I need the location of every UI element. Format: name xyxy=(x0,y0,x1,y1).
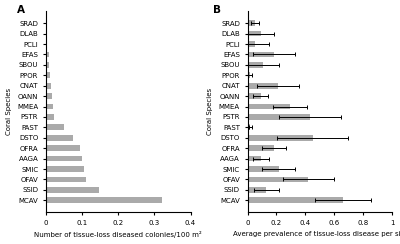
Bar xyxy=(46,93,52,99)
Bar xyxy=(46,51,49,57)
Bar xyxy=(248,187,266,193)
Bar xyxy=(46,197,162,203)
Bar xyxy=(46,20,47,26)
Bar xyxy=(248,20,255,26)
Bar xyxy=(46,135,73,141)
Bar xyxy=(46,145,80,151)
Bar xyxy=(46,114,54,120)
Bar xyxy=(248,124,250,130)
Bar xyxy=(46,31,47,36)
Bar xyxy=(248,104,290,109)
Bar xyxy=(248,31,260,36)
Bar xyxy=(248,166,279,172)
Bar xyxy=(248,93,261,99)
Bar xyxy=(248,41,256,47)
Bar xyxy=(46,41,47,47)
Bar xyxy=(248,51,274,57)
Y-axis label: Coral Species: Coral Species xyxy=(207,88,213,135)
Bar xyxy=(46,72,50,78)
Bar xyxy=(46,166,84,172)
X-axis label: Number of tissue-loss diseased colonies/100 m²: Number of tissue-loss diseased colonies/… xyxy=(34,232,202,238)
Bar xyxy=(46,104,53,109)
X-axis label: Average prevalence of tissue-loss disease per site: Average prevalence of tissue-loss diseas… xyxy=(232,232,400,237)
Y-axis label: Coral Species: Coral Species xyxy=(6,88,12,135)
Bar xyxy=(248,177,308,182)
Bar xyxy=(46,62,50,68)
Bar xyxy=(248,72,250,78)
Bar xyxy=(46,177,86,182)
Bar xyxy=(248,145,274,151)
Bar xyxy=(46,83,50,89)
Bar xyxy=(248,83,278,89)
Bar xyxy=(248,62,264,68)
Bar xyxy=(46,124,64,130)
Bar xyxy=(46,156,82,162)
Bar xyxy=(248,135,313,141)
Bar xyxy=(248,197,343,203)
Bar xyxy=(248,114,310,120)
Bar xyxy=(46,187,100,193)
Text: A: A xyxy=(17,5,25,15)
Bar xyxy=(248,156,260,162)
Text: B: B xyxy=(213,5,221,15)
